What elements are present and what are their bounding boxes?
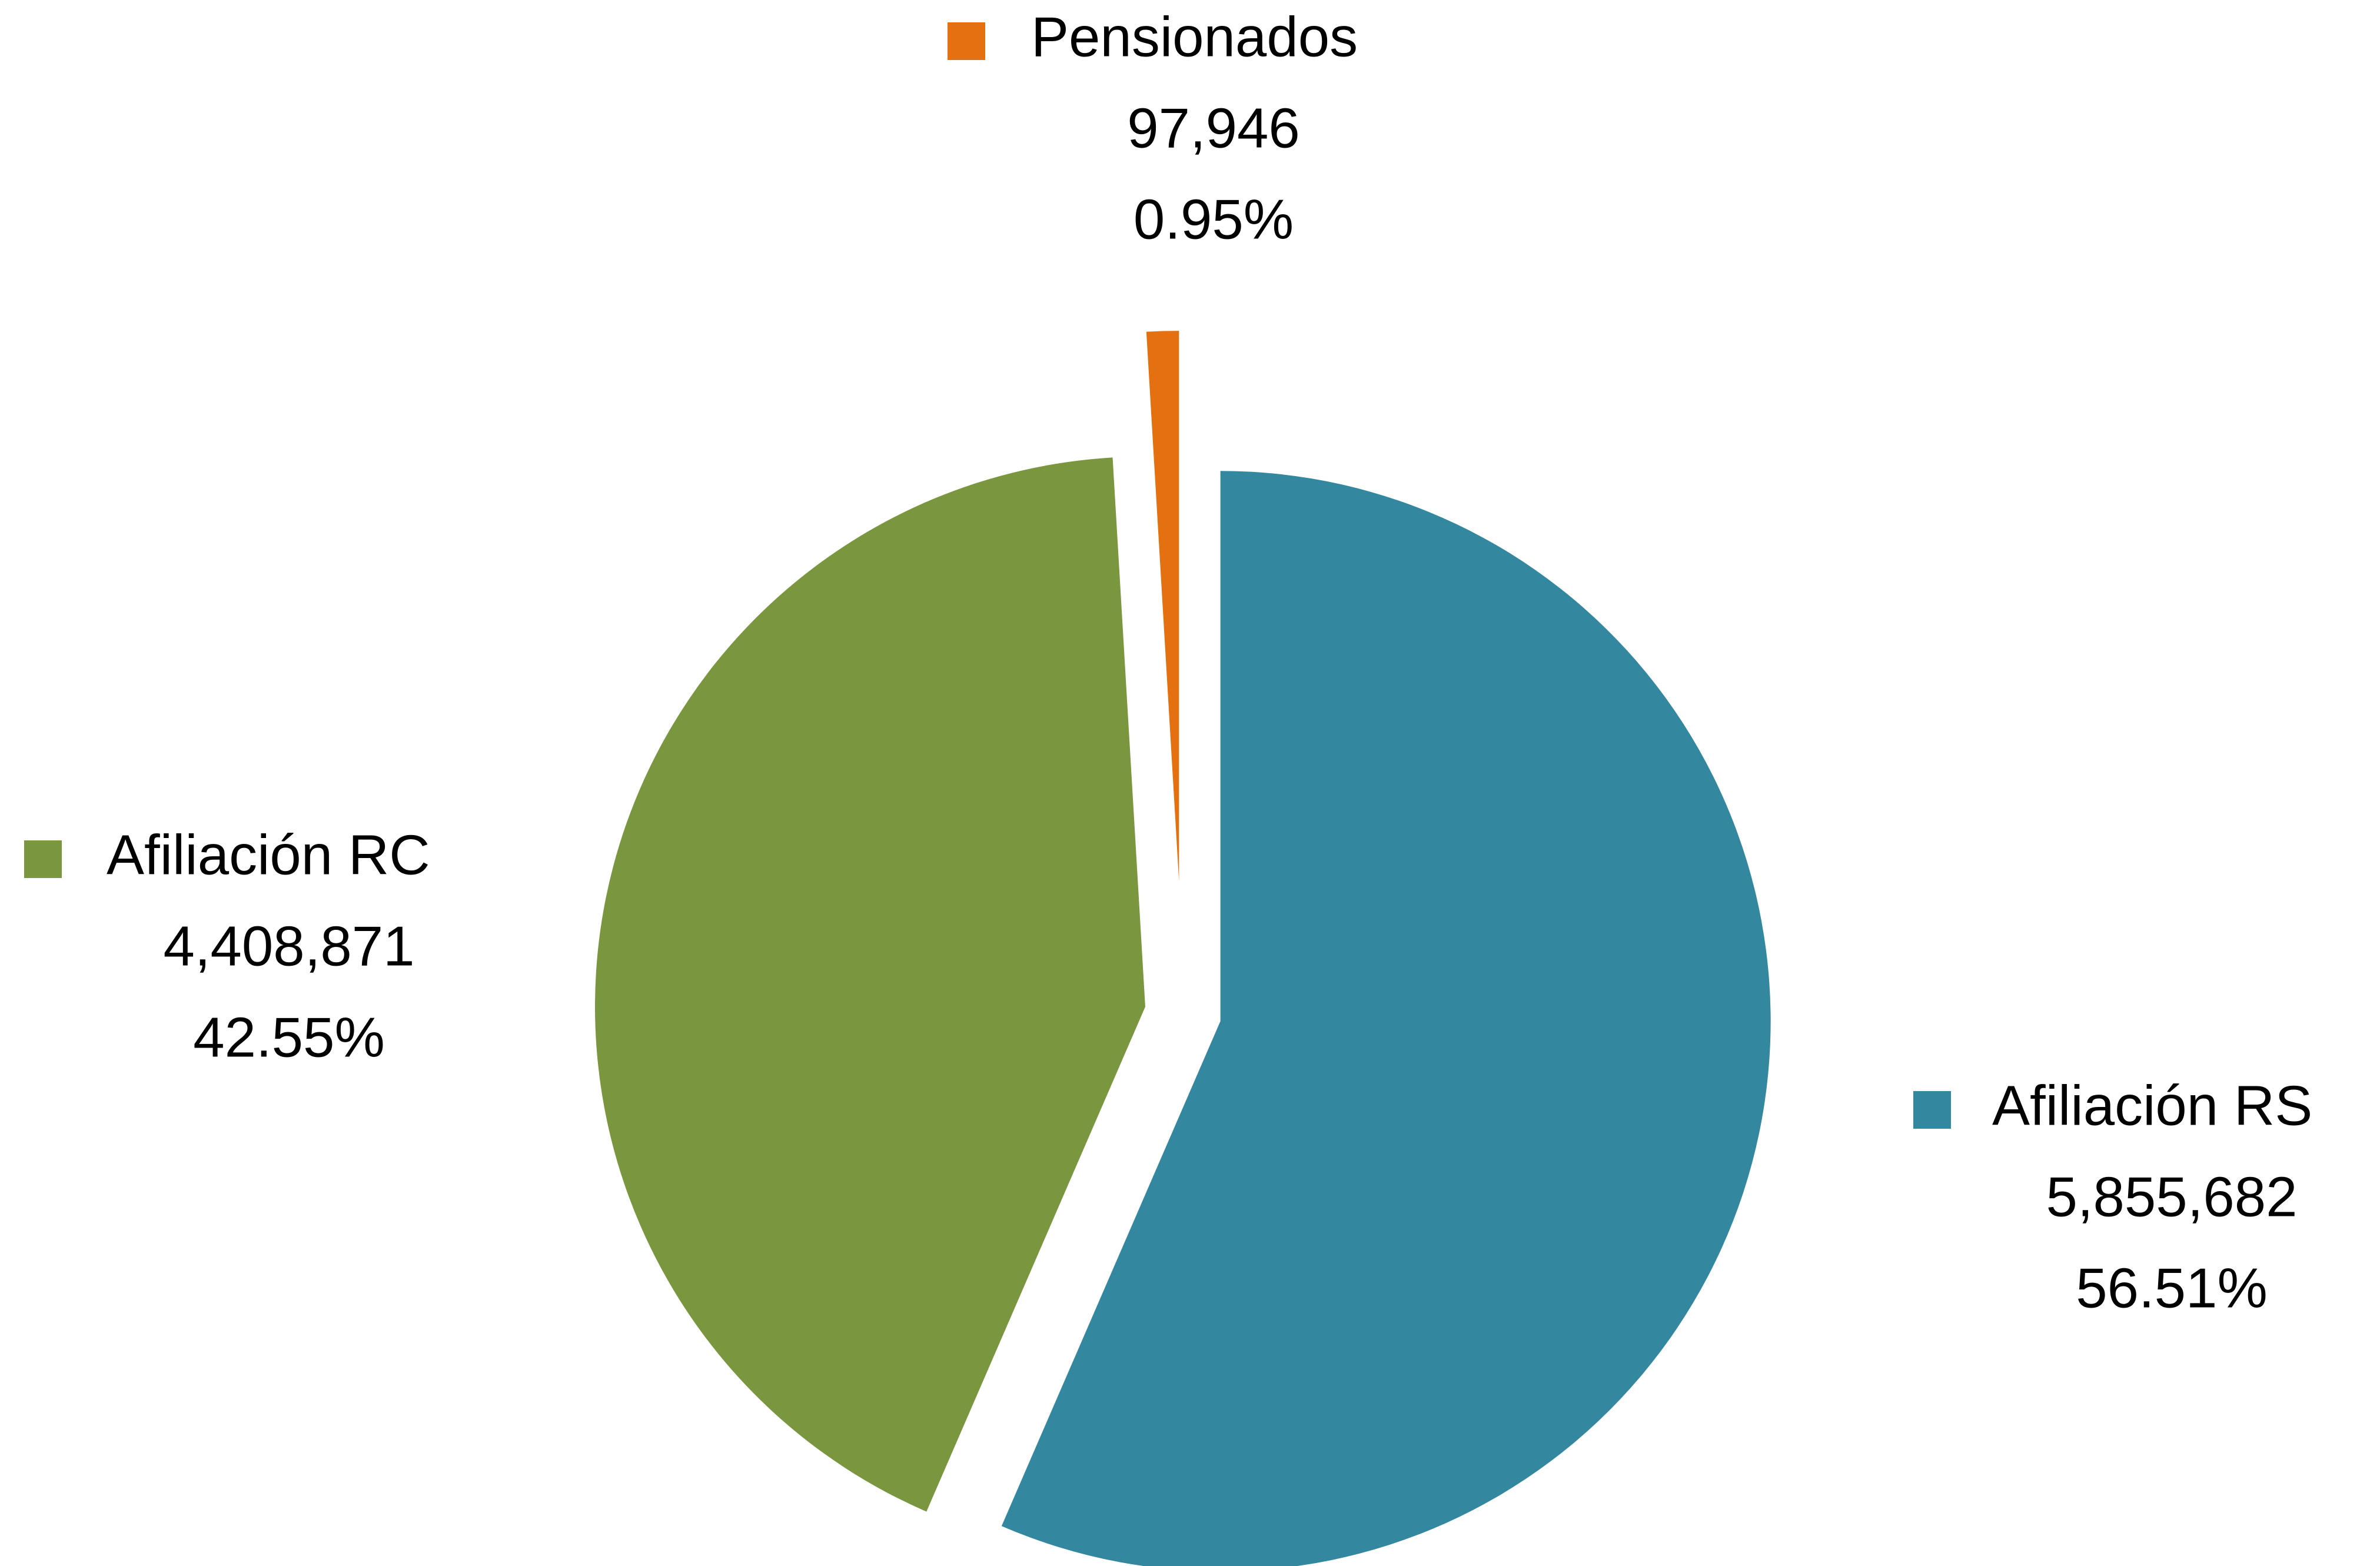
slice-value-label: 5,855,682 [2046, 1165, 2297, 1228]
slice-name: Afiliación RS [1992, 1074, 2312, 1137]
slice-name: Pensionados [1031, 5, 1358, 68]
slice-value-label: 4,408,871 [163, 915, 414, 977]
slice-name: Afiliación RC [107, 823, 430, 886]
slice-value-label: 97,946 [1127, 97, 1300, 159]
pie-slice [1146, 331, 1179, 882]
slice-percent-label: 0.95% [1134, 188, 1294, 251]
legend-swatch [1913, 1091, 1951, 1129]
legend-swatch [948, 22, 985, 60]
pie-slice [1001, 471, 1771, 1566]
slice-percent-label: 42.55% [193, 1006, 385, 1069]
legend-swatch [24, 840, 62, 878]
pie-slice [594, 457, 1145, 1512]
slice-percent-label: 56.51% [2076, 1256, 2268, 1319]
